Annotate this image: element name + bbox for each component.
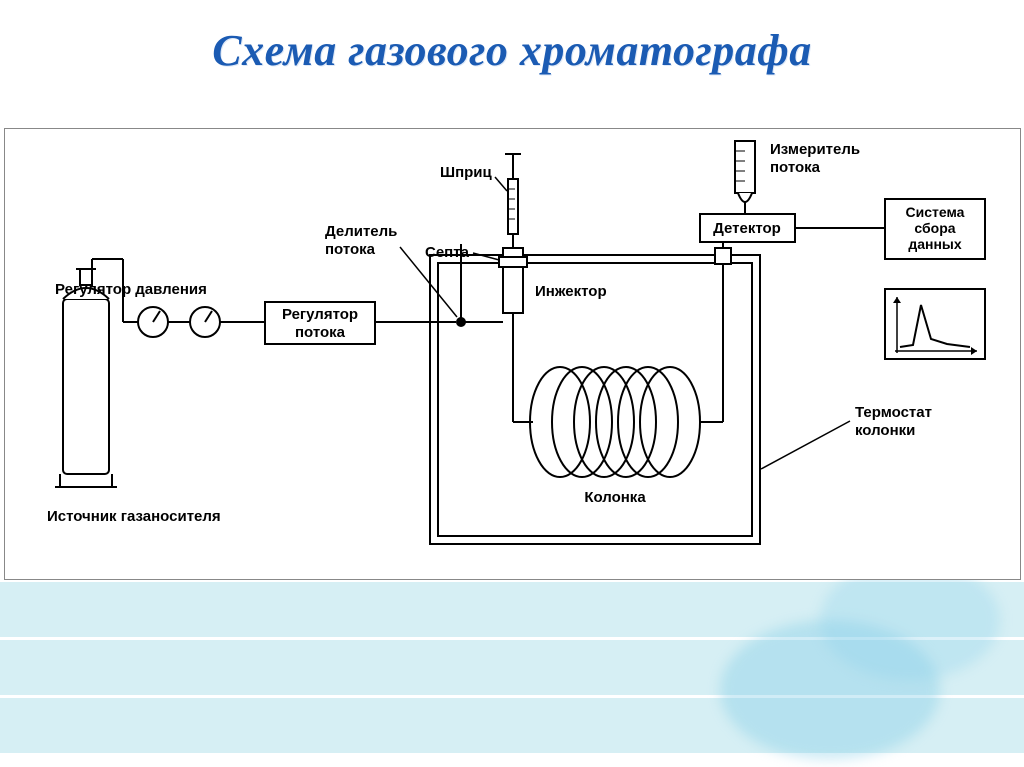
flow-meter-label-l1: Измеритель — [770, 141, 860, 158]
thermostat-label-l2: колонки — [855, 422, 915, 439]
flow-regulator-label-l1: Регулятор — [282, 306, 358, 323]
column-label: Колонка — [584, 489, 646, 506]
data-system-label-l1: Система — [906, 204, 965, 220]
flow-meter-icon — [735, 141, 755, 214]
gc-schematic: Источник газаносителя Регулятор давления… — [5, 129, 1020, 579]
detector-label: Детектор — [713, 220, 781, 237]
data-system-label-l3: данных — [908, 236, 962, 252]
page-title: Схема газового хроматографа — [0, 25, 1024, 76]
gas-cylinder-icon — [55, 269, 117, 487]
flow-meter-label-l2: потока — [770, 159, 821, 176]
syringe-label: Шприц — [440, 164, 493, 181]
syringe-icon — [505, 154, 521, 248]
pressure-gauge-icon — [190, 307, 220, 337]
thermostat-label-l1: Термостат — [855, 404, 932, 421]
data-system-label-l2: сбора — [914, 220, 955, 236]
carrier-source-label: Источник газаносителя — [47, 508, 221, 525]
column-coil-icon — [530, 367, 700, 477]
pressure-gauge-icon — [138, 307, 168, 337]
pressure-regulator-label: Регулятор давления — [55, 281, 207, 298]
flow-regulator-label-l2: потока — [295, 324, 346, 341]
injector-icon — [499, 248, 527, 313]
diagram-frame: Источник газаносителя Регулятор давления… — [4, 128, 1021, 580]
flow-divider-label-l1: Делитель — [325, 223, 397, 240]
chromatogram-icon — [885, 289, 985, 359]
septa-label: Септа — [425, 244, 470, 261]
flow-divider-label-l2: потока — [325, 241, 376, 258]
injector-label: Инжектор — [535, 283, 607, 300]
